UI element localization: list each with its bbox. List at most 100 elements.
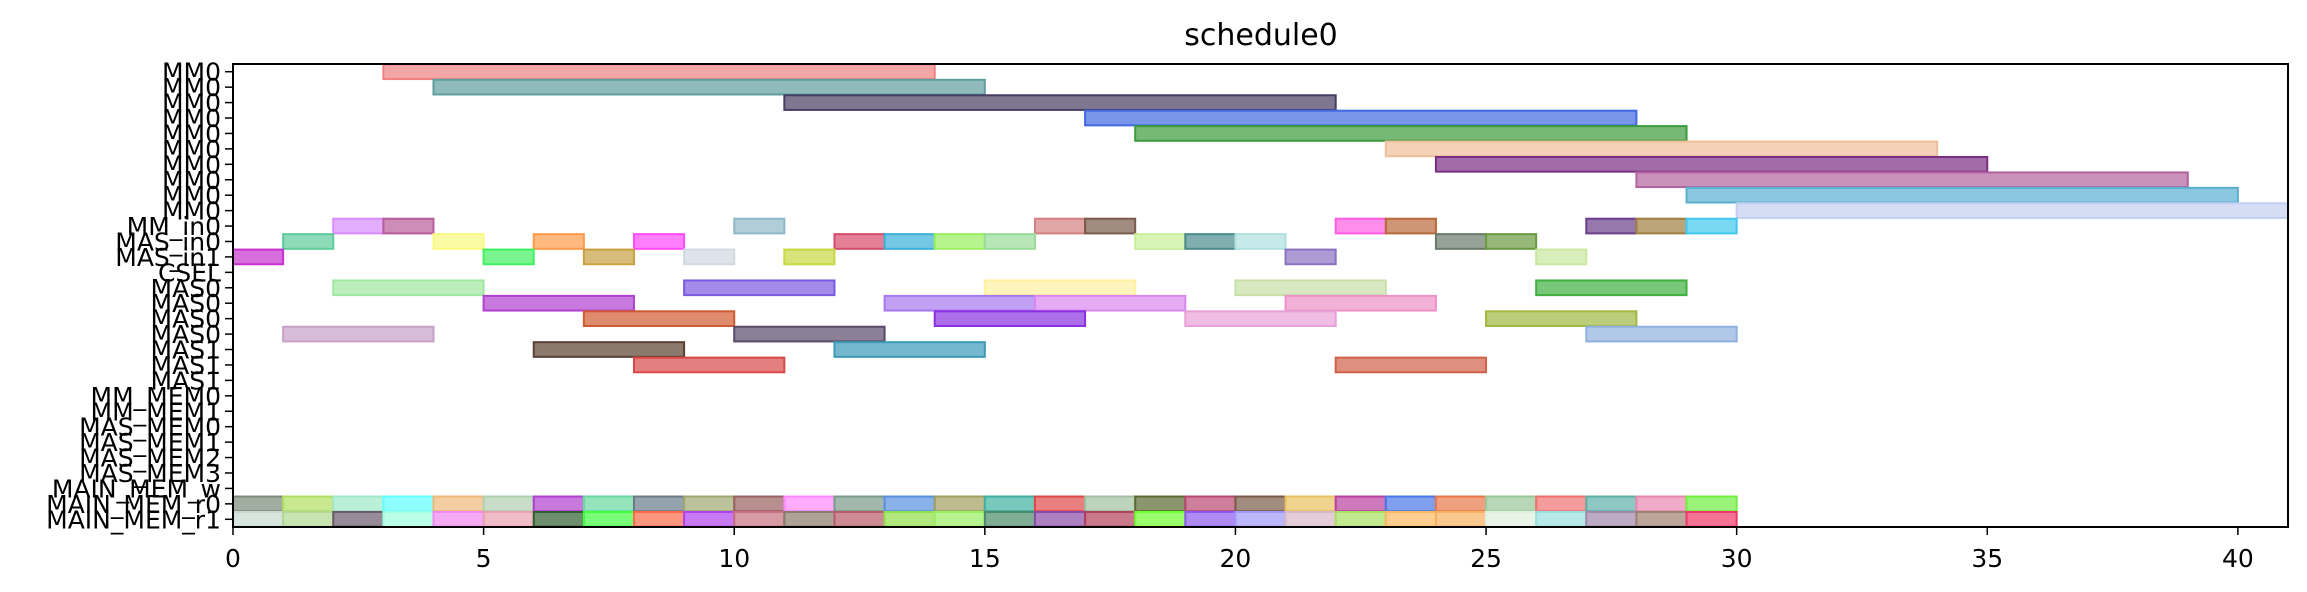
task-bar [1234,233,1287,250]
mem-read1-bar [933,510,986,528]
mem-read0-bar [1033,495,1087,513]
y-tick-label: MAS0 [151,289,221,318]
x-tick-label: 20 [1220,544,1252,573]
task-bar [582,310,736,327]
mem-read0-bar [1635,495,1688,513]
y-tick-label: MAS_MEM1 [79,428,221,457]
x-axis: 0 5 10 15 20 25 30 35 40 [225,527,2254,573]
task-bar [1184,233,1237,250]
y-tick-label: MAS_in1 [115,243,221,272]
mem-read0-bar [683,495,736,513]
mem-read1-bar [1284,510,1337,528]
task-bar [482,294,635,312]
mem-read0-bar [733,495,786,513]
y-tick-label: MAIN_MEM_w [52,474,221,503]
y-tick-label: MAS0 [151,305,221,334]
task-bar [1585,325,1738,343]
chart-title: schedule0 [1184,18,1338,53]
y-axis: MM0MM0MM0MM0MM0MM0MM0MM0MM0MM0MM_in0MAS_… [46,58,233,534]
mem-read1-bar [1134,510,1187,528]
mem-read0-bar [1434,495,1488,513]
mem-read0-bar [1535,495,1588,513]
task-bar [1485,310,1638,327]
task-bar [1134,233,1187,250]
mem-read0-bar [232,495,285,513]
mem-read1-bar [683,510,736,528]
mem-read1-bar [382,510,435,528]
y-tick-label: MM0 [162,135,221,164]
y-tick-label: MM0 [162,89,221,118]
y-tick-label: MM0 [162,197,221,226]
x-tick-label: 40 [2222,544,2254,573]
task-bar [632,233,686,250]
mem-read1-bar [1535,510,1588,528]
plot-area-frame [232,63,2289,528]
mem-read0-bar [282,495,335,513]
task-bar [883,294,1036,312]
task-bar [1334,217,1387,235]
task-bar [1234,279,1387,297]
task-bar [733,217,786,235]
task-bar [482,248,535,266]
mem-read1-bar [1084,510,1137,528]
task-bar [933,310,1087,327]
y-tick-label: MM0 [162,73,221,102]
task-bar [683,248,736,266]
task-bar [1284,294,1437,312]
mem-read1-bar [783,510,836,528]
y-tick-label: MAIN_MEM_r0 [46,490,221,519]
task-bar [833,233,886,250]
x-tick-label: 25 [1470,544,1502,573]
y-tick-label: MAS_MEM0 [79,413,221,442]
task-bar [1184,310,1337,327]
mem-read0-bar [582,495,635,513]
mem-read0-bar [1184,495,1237,513]
task-bar [733,325,886,343]
task-bar [532,233,585,250]
task-bar [1485,233,1538,250]
mem-read1-bar [1334,510,1387,528]
mem-read0-bar [933,495,986,513]
y-tick-label: MAS1 [151,351,221,380]
mem-read1-bar [632,510,686,528]
task-bar [1334,356,1488,374]
task-bar [382,63,936,81]
y-tick-label: MAS1 [151,366,221,395]
mem-read0-bar [1384,495,1437,513]
y-tick-label: MAS0 [151,320,221,349]
mem-read1-bar [1485,510,1538,528]
y-tick-label: MM0 [162,58,221,87]
task-bar [833,341,986,358]
y-tick-label: MM0 [162,181,221,210]
mem-read0-bar [783,495,836,513]
mem-read0-bar [432,495,485,513]
y-tick-label: CSEL [158,258,221,287]
mem-read0-bar [532,495,585,513]
y-tick-label: MM_MEM1 [91,397,221,426]
mem-read1-bar [1434,510,1488,528]
mem-read1-bar [1384,510,1437,528]
mem-read1-bar [733,510,786,528]
mem-read1-bar [1685,510,1738,528]
y-tick-label: MAIN_MEM_r1 [46,505,221,534]
x-tick-label: 10 [718,544,750,573]
mem-read1-bar [983,510,1036,528]
task-bar [432,233,485,250]
task-bar [933,233,986,250]
y-tick-label: MM_MEM0 [91,382,221,411]
mem-read1-bar [1184,510,1237,528]
task-bar [1635,217,1688,235]
task-bar [432,78,986,96]
task-bar [1535,279,1688,297]
mem-read0-bar [983,495,1036,513]
mem-read1-bar [1033,510,1087,528]
task-bar [282,233,335,250]
mem-read0-bar [332,495,385,513]
task-bar [983,233,1036,250]
task-bar [532,341,686,358]
task-bar [1735,202,2290,219]
y-tick-label: MM0 [162,104,221,133]
mem-read0-bar [1234,495,1287,513]
y-tick-label: MAS1 [151,336,221,365]
